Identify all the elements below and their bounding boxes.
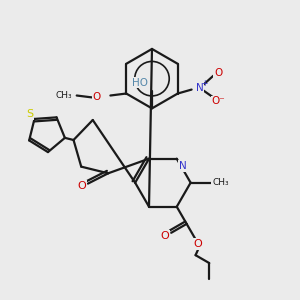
Text: O: O (214, 68, 223, 78)
Text: O: O (194, 238, 203, 249)
Text: N: N (179, 161, 187, 171)
Text: H: H (179, 162, 187, 172)
Text: N: N (196, 82, 203, 93)
Text: O: O (161, 231, 170, 241)
Text: HO: HO (132, 78, 148, 88)
Text: O: O (77, 181, 85, 190)
Text: CH₃: CH₃ (212, 178, 229, 187)
Text: O⁻: O⁻ (212, 97, 225, 106)
Text: O: O (92, 92, 101, 103)
Text: CH₃: CH₃ (55, 91, 72, 100)
Text: +: + (201, 79, 208, 88)
Text: S: S (26, 109, 34, 118)
